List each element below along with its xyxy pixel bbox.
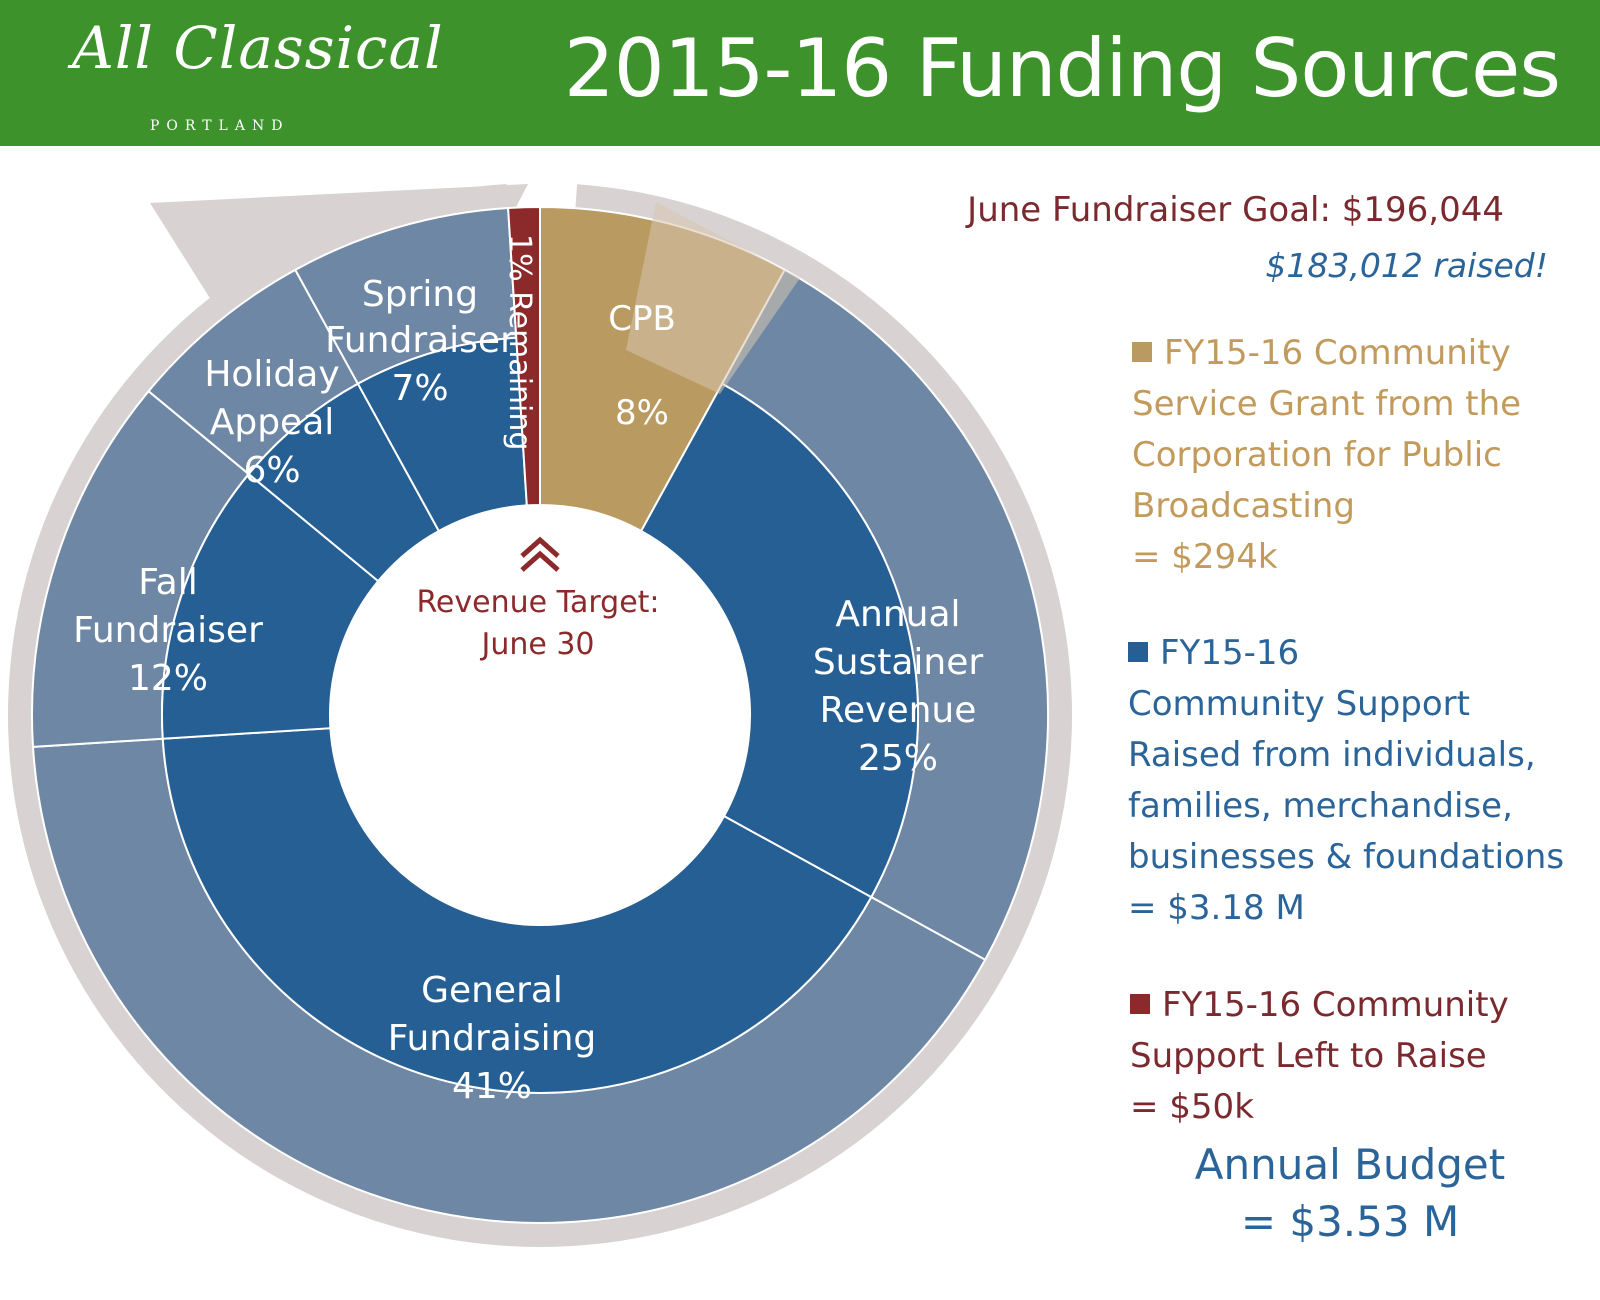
segment-label-4-2: 6% <box>243 450 300 491</box>
logo-subtitle: PORTLAND <box>150 118 290 134</box>
legend-item-cpb: FY15-16 Community Service Grant from the… <box>1132 328 1592 583</box>
page-title: 2015-16 Funding Sources <box>563 22 1561 115</box>
annual-budget: Annual Budget = $3.53 M <box>1194 1140 1506 1246</box>
legend-text-cpb: FY15-16 Community Service Grant from the… <box>1132 333 1522 577</box>
legend-swatch-red <box>1130 994 1150 1014</box>
funding-donut-chart: CPB 8% Annual Sustainer Revenue 25% General Fun… <box>8 184 1073 1247</box>
header-banner: All Classical PORTLAND 2015-16 Funding S… <box>0 0 1600 146</box>
segment-label-5-1: Fundraiser <box>325 320 515 361</box>
segment-inner-1 <box>639 382 919 899</box>
segment-inner-2 <box>161 727 873 1094</box>
segment-label-3-2: 12% <box>128 658 208 699</box>
legend-item-community: FY15-16 Community Support Raised from in… <box>1128 628 1598 934</box>
raised-text: $183,012 raised! <box>1265 246 1548 285</box>
logo-wordmark: All Classical <box>72 14 444 82</box>
donut-center <box>334 509 746 921</box>
segment-label-0-1: 8% <box>615 393 669 433</box>
center-label-1: June 30 <box>479 627 594 662</box>
segment-label-remaining: 1% Remaining <box>502 234 537 450</box>
segment-label-5-2: 7% <box>391 368 448 409</box>
segment-label-4-1: Appeal <box>210 402 335 443</box>
segment-label-1-3: 25% <box>858 738 938 779</box>
legend-swatch-blue <box>1128 642 1148 662</box>
segment-label-1-2: Revenue <box>820 690 977 731</box>
chevron-up-icon <box>520 536 560 558</box>
center-label-0: Revenue Target: <box>416 585 659 620</box>
legend-text-community: FY15-16 Community Support Raised from in… <box>1128 633 1565 928</box>
legend-swatch-gold <box>1132 342 1152 362</box>
segment-6 <box>507 205 541 507</box>
legend-item-left-to-raise: FY15-16 Community Support Left to Raise … <box>1130 980 1590 1133</box>
segment-label-0-0: CPB <box>608 299 676 339</box>
segment-label-1-1: Sustainer <box>813 642 984 683</box>
chevron-up-icon-2 <box>520 550 560 572</box>
segment-label-3-1: Fundraiser <box>73 610 263 651</box>
segment-label-1-0: Annual <box>835 594 960 635</box>
goal-text: June Fundraiser Goal: $196,044 <box>967 190 1504 230</box>
segment-label-4-0: Holiday <box>204 354 339 395</box>
segment-label-2-2: 41% <box>452 1066 532 1107</box>
segment-label-2-0: General <box>421 970 563 1011</box>
cpb-overlay <box>626 202 800 394</box>
segment-label-5-0: Spring <box>362 274 478 315</box>
segment-label-2-1: Fundraising <box>388 1018 597 1059</box>
legend-text-left: FY15-16 Community Support Left to Raise … <box>1130 985 1509 1127</box>
segment-label-3-0: Fall <box>138 562 197 603</box>
